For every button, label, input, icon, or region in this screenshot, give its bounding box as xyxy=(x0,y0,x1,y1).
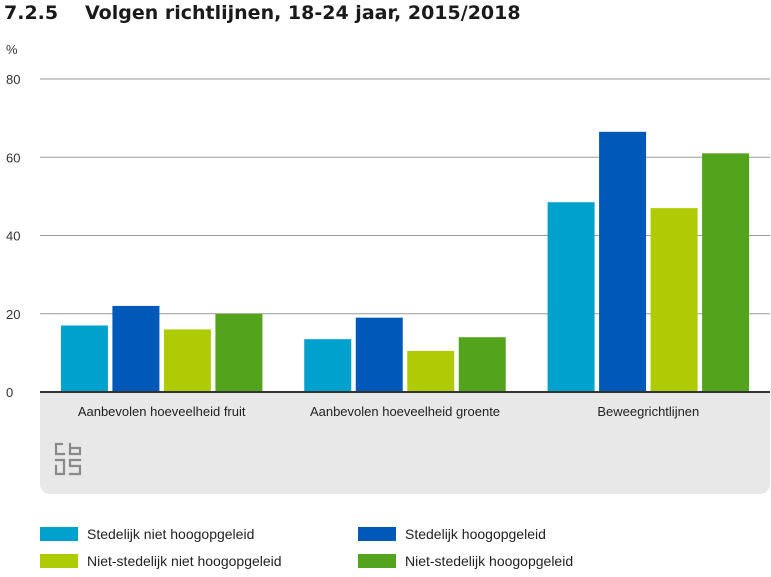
bar xyxy=(599,131,647,392)
legend-swatch xyxy=(358,527,396,541)
legend-label: Niet-stedelijk hoogopgeleid xyxy=(405,553,574,569)
y-tick-label: 80 xyxy=(6,72,20,87)
bar xyxy=(112,305,160,392)
legend-item: Stedelijk hoogopgeleid xyxy=(358,523,546,545)
legend-swatch xyxy=(40,527,78,541)
bar xyxy=(407,350,455,392)
y-tick-label: 60 xyxy=(6,150,20,165)
bar xyxy=(547,202,595,392)
bar-chart: 0 20 40 60 80 Aanbevolen hoeveelheid fruit Aan… xyxy=(6,72,770,419)
bar xyxy=(650,208,698,392)
legend: Stedelijk niet hoogopgeleid Stedelijk hoo… xyxy=(40,520,770,575)
legend-swatch xyxy=(358,554,396,568)
bar xyxy=(458,337,506,392)
x-category-label: Beweegrichtlijnen xyxy=(597,404,699,419)
x-category-label: Aanbevolen hoeveelheid groente xyxy=(310,404,500,419)
bar xyxy=(60,325,108,392)
y-tick-label: 20 xyxy=(6,307,20,322)
y-tick-label: 40 xyxy=(6,229,20,244)
bar xyxy=(215,313,263,392)
legend-label: Stedelijk hoogopgeleid xyxy=(405,526,546,542)
bar xyxy=(163,329,211,392)
legend-swatch xyxy=(40,554,78,568)
chart-title-text: Volgen richtlijnen, 18-24 jaar, 2015/201… xyxy=(85,2,521,24)
cbs-logo-icon xyxy=(54,442,82,476)
legend-label: Niet-stedelijk niet hoogopgeleid xyxy=(87,553,282,569)
legend-item: Niet-stedelijk niet hoogopgeleid xyxy=(40,550,282,572)
legend-label: Stedelijk niet hoogopgeleid xyxy=(87,526,255,542)
axis-label-panel xyxy=(40,392,770,494)
bar xyxy=(355,317,403,392)
chart-number: 7.2.5 xyxy=(4,2,59,24)
bar xyxy=(304,339,352,392)
legend-item: Stedelijk niet hoogopgeleid xyxy=(40,523,254,545)
y-axis-unit: % xyxy=(6,42,18,57)
y-tick-label: 0 xyxy=(6,385,13,400)
x-category-label: Aanbevolen hoeveelheid fruit xyxy=(78,404,246,419)
bar xyxy=(702,153,750,392)
legend-item: Niet-stedelijk hoogopgeleid xyxy=(358,550,573,572)
